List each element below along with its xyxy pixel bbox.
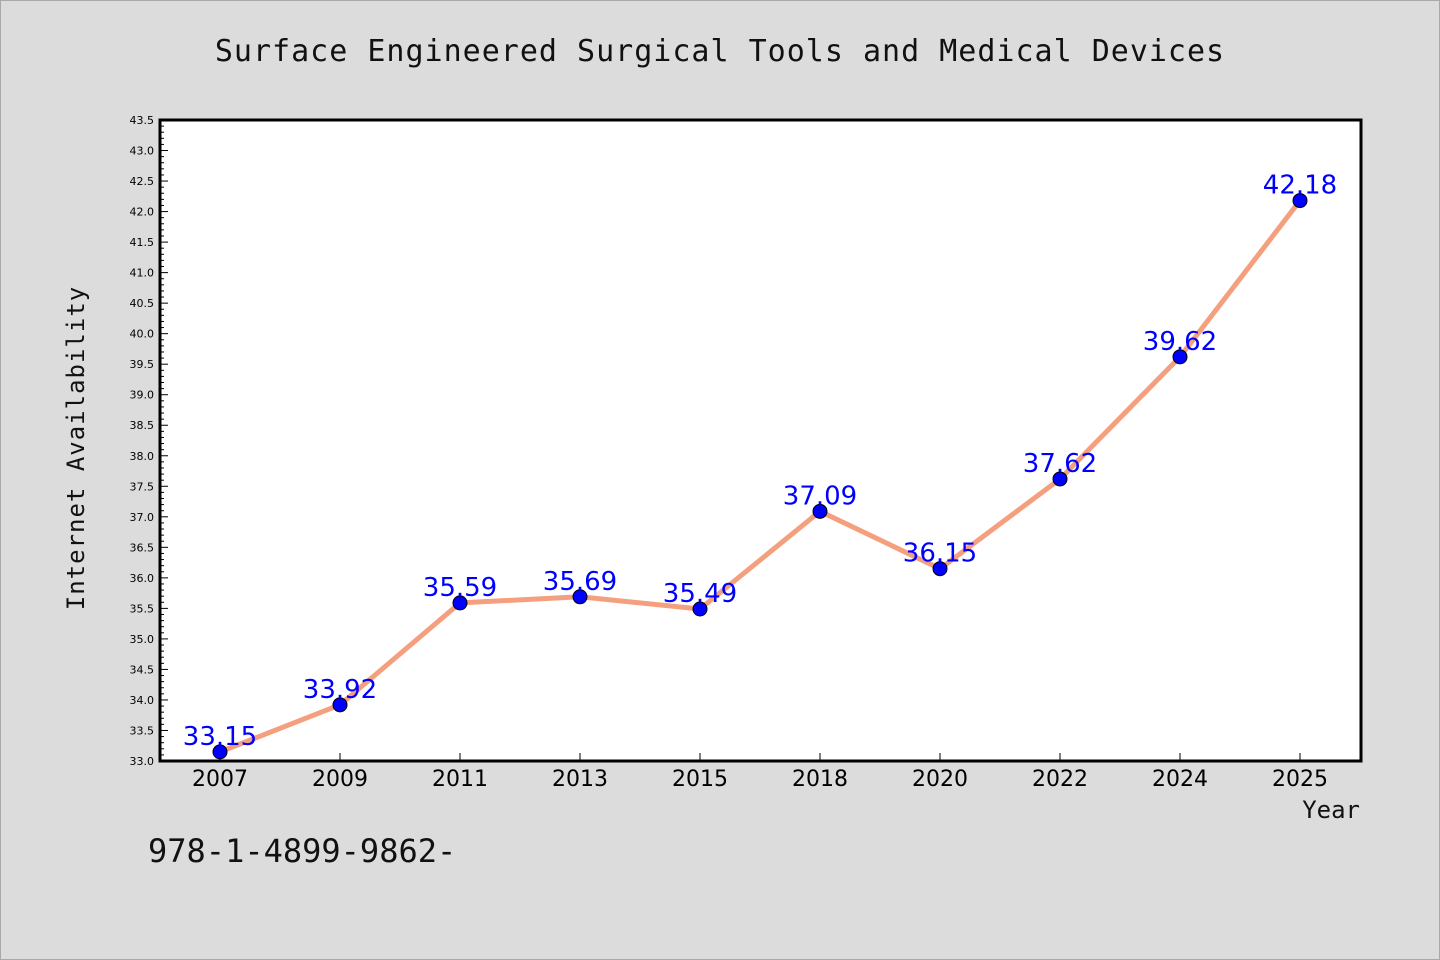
data-point-marker	[692, 601, 708, 617]
y-tick-label: 33.5	[130, 724, 155, 737]
y-tick-label: 42.0	[130, 206, 155, 219]
data-label: 39.62	[1143, 327, 1217, 357]
data-label: 37.09	[783, 481, 857, 511]
y-tick-label: 43.0	[130, 145, 155, 158]
y-tick-label: 37.0	[130, 511, 155, 524]
x-tick-label: 2020	[912, 767, 968, 792]
data-label: 37.62	[1023, 449, 1097, 479]
chart-title: Surface Engineered Surgical Tools and Me…	[214, 34, 1226, 69]
x-tick-label: 2009	[312, 767, 368, 792]
y-tick-label: 36.0	[130, 572, 155, 585]
data-point-marker	[572, 589, 588, 605]
y-tick-label: 41.0	[130, 267, 155, 280]
footer-code: 978-1-4899-9862-	[148, 832, 457, 870]
x-tick-label: 2015	[672, 767, 728, 792]
y-axis: 33.0 33.5 34.0 34.5 35.0 35.5 36.0 36.5 37.0 37.5…	[130, 114, 168, 768]
data-label: 36.15	[903, 539, 977, 569]
data-label: 35.69	[543, 567, 617, 597]
x-axis-label: Year	[1302, 796, 1360, 824]
series-line-group	[217, 198, 1303, 755]
x-tick-label: 2011	[432, 767, 488, 792]
y-tick-label: 33.0	[130, 755, 155, 768]
y-tick-label: 39.5	[130, 358, 155, 371]
x-tick-label: 2022	[1032, 767, 1088, 792]
y-tick-label: 41.5	[130, 236, 155, 249]
data-point-marker	[1052, 471, 1068, 487]
y-tick-label: 35.0	[130, 633, 155, 646]
y-tick-label: 39.0	[130, 389, 155, 402]
y-tick-label: 34.0	[130, 694, 155, 707]
data-markers	[212, 193, 1308, 760]
y-tick-label: 40.0	[130, 328, 155, 341]
data-point-marker	[212, 744, 228, 760]
data-labels: 33.15 33.92 35.59 35.69 35.49 37.09 36.15 37.62…	[183, 171, 1337, 752]
data-point-marker	[452, 595, 468, 611]
y-tick-label: 40.5	[130, 297, 155, 310]
data-point-marker	[332, 697, 348, 713]
x-tick-label: 2007	[192, 767, 248, 792]
y-tick-label: 37.5	[130, 480, 155, 493]
series-line	[217, 198, 1303, 755]
data-label: 35.49	[663, 579, 737, 609]
x-tick-label: 2018	[792, 767, 848, 792]
x-tick-label: 2013	[552, 767, 608, 792]
y-tick-label: 34.5	[130, 663, 155, 676]
x-tick-label: 2024	[1152, 767, 1208, 792]
y-tick-label: 38.0	[130, 450, 155, 463]
y-tick-label: 36.5	[130, 541, 155, 554]
y-tick-label: 42.5	[130, 175, 155, 188]
data-label: 35.59	[423, 573, 497, 603]
data-label: 33.92	[303, 675, 377, 705]
x-axis: 2007 2009 2011 2013 2015 2018 2020 2022 2024 2025	[192, 753, 1328, 792]
data-point-marker	[1172, 349, 1188, 365]
y-axis-label: Internet Availability	[62, 285, 90, 611]
y-tick-label: 38.5	[130, 419, 155, 432]
data-point-marker	[1292, 193, 1308, 209]
x-tick-label: 2025	[1272, 767, 1328, 792]
y-tick-label: 35.5	[130, 602, 155, 615]
data-label: 33.15	[183, 722, 257, 752]
y-tick-label: 43.5	[130, 114, 155, 127]
data-point-marker	[932, 561, 948, 577]
data-label: 42.18	[1263, 171, 1337, 201]
data-point-marker	[812, 503, 828, 519]
plot-area	[158, 118, 1363, 763]
